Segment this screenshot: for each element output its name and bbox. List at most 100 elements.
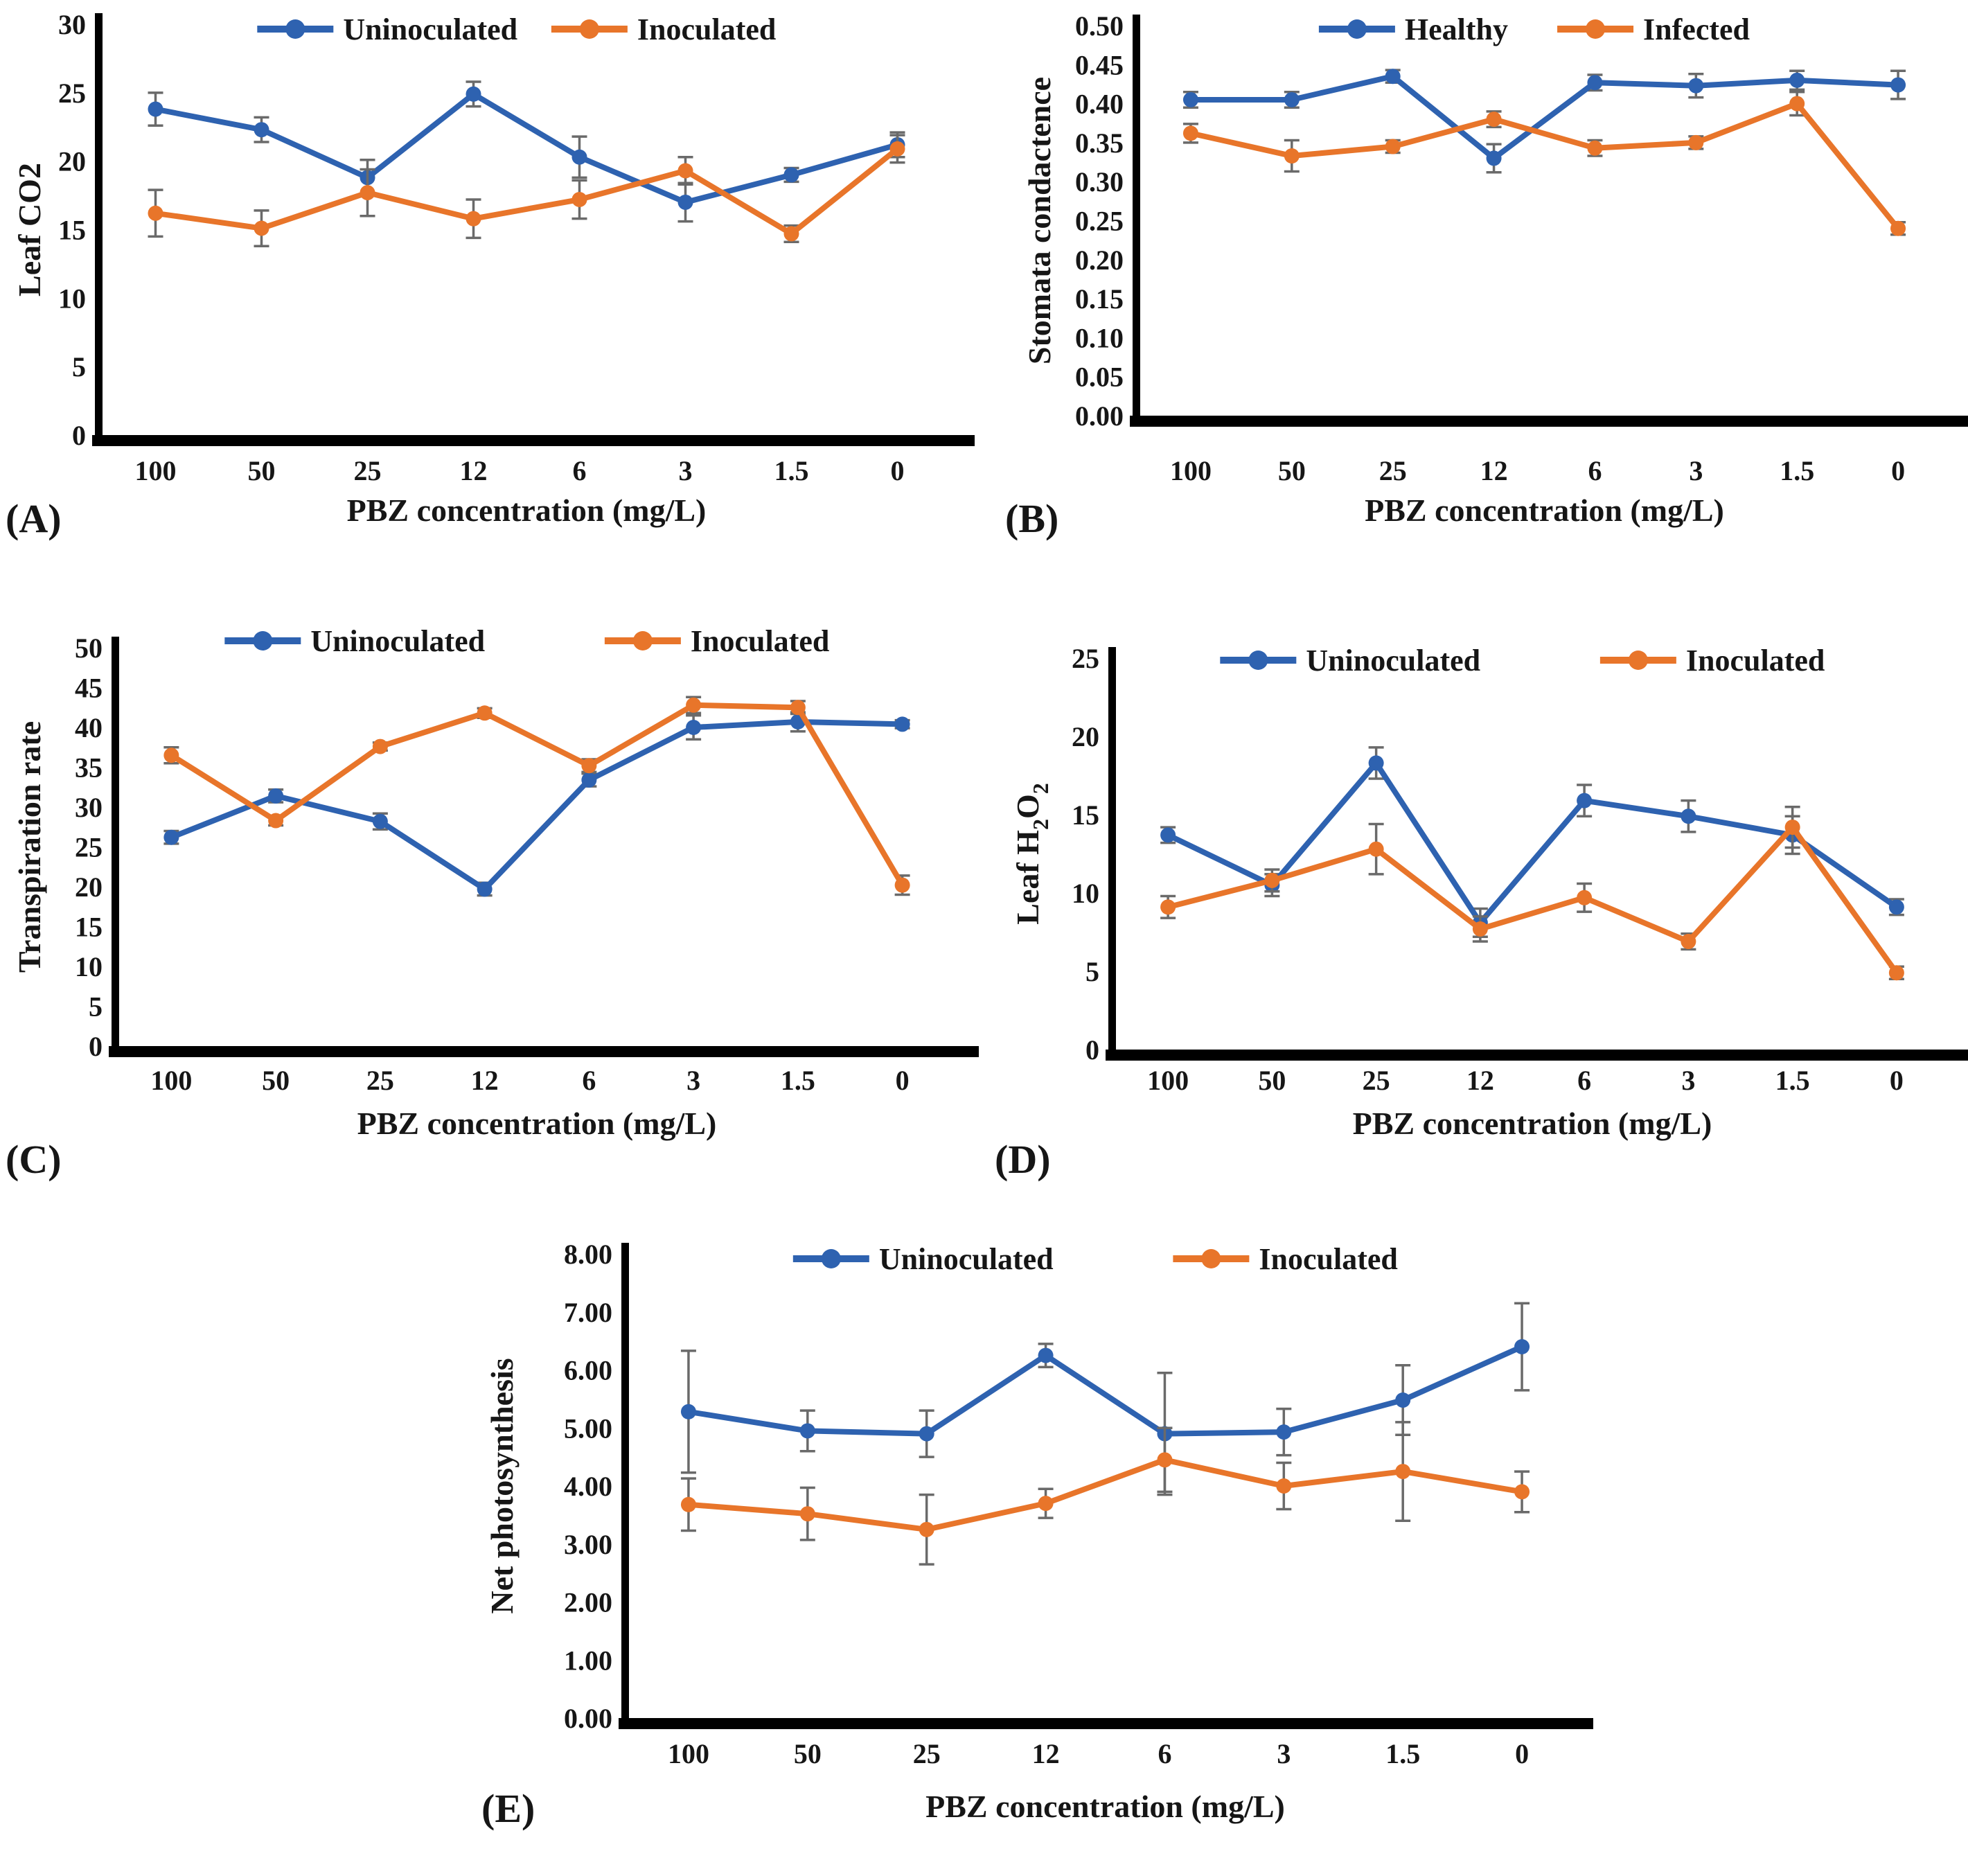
series-uninoculated-markers xyxy=(148,86,905,210)
legend-marker-icon xyxy=(632,631,653,651)
data-point-marker xyxy=(1890,77,1906,93)
x-axis-label: PBZ concentration (mg/L) xyxy=(1353,1106,1712,1141)
series-uninoculated-error-bars xyxy=(148,80,905,223)
chart-A-svg: 0 5 10 15 20 25 30 Leaf CO2 100 50 25 12 6 3 1.5 0 PBZ c… xyxy=(6,9,975,541)
data-point-marker xyxy=(148,205,163,221)
x-tick-label: 12 xyxy=(460,455,488,486)
x-tick-label: 1.5 xyxy=(1385,1738,1420,1769)
y-tick-label: 0.40 xyxy=(1075,89,1124,120)
legend-marker-icon xyxy=(1201,1249,1221,1268)
x-tick-label: 12 xyxy=(1032,1738,1060,1769)
x-tick-label: 6 xyxy=(1577,1065,1591,1096)
data-point-marker xyxy=(1368,841,1384,857)
series-inoculated-line xyxy=(685,1457,1525,1532)
series-uninoculated-line xyxy=(168,718,905,892)
legend-item-uninoculated: Uninoculated xyxy=(1220,644,1480,678)
legend-marker-icon xyxy=(285,19,305,39)
x-tick-label: 25 xyxy=(354,455,382,486)
x-tick-label: 25 xyxy=(366,1065,394,1096)
data-point-marker xyxy=(571,149,587,165)
data-point-marker xyxy=(268,813,284,829)
data-point-marker xyxy=(1182,91,1198,107)
chart-D-svg: 0 5 10 15 20 25 Leaf H2O2 100 50 25 12 6 3 1.5 0 PBZ co… xyxy=(995,643,1968,1182)
legend-item-inoculated: Inoculated xyxy=(1173,1242,1398,1276)
x-tick-label: 100 xyxy=(1147,1065,1189,1096)
x-tick-label: 6 xyxy=(573,455,587,486)
y-tick-label: 0.05 xyxy=(1075,362,1124,393)
data-point-marker xyxy=(1284,148,1300,164)
series-inoculated-line xyxy=(1165,824,1899,976)
x-tick-label: 0 xyxy=(891,455,905,486)
data-point-marker xyxy=(677,194,693,210)
data-point-marker xyxy=(783,226,799,242)
data-point-marker xyxy=(1587,75,1603,91)
x-tick-label: 25 xyxy=(1363,1065,1390,1096)
y-tick-label: 20 xyxy=(75,871,103,903)
y-tick-label: 4.00 xyxy=(564,1471,612,1502)
y-tick-label: 50 xyxy=(75,632,103,664)
x-axis xyxy=(1106,1050,1968,1061)
x-tick-label: 100 xyxy=(135,455,177,486)
x-tick-label: 25 xyxy=(913,1738,941,1769)
y-tick-label: 6.00 xyxy=(564,1355,612,1386)
legend-marker-icon xyxy=(821,1249,841,1268)
x-tick-label: 50 xyxy=(794,1738,822,1769)
series-uninoculated-line xyxy=(685,1344,1525,1437)
data-point-marker xyxy=(686,720,702,735)
data-point-marker xyxy=(677,163,693,179)
y-tick-label: 15 xyxy=(75,912,103,943)
data-point-marker xyxy=(799,1423,815,1439)
x-axis-label: PBZ concentration (mg/L) xyxy=(357,1106,717,1141)
data-point-marker xyxy=(163,747,179,763)
y-axis xyxy=(1133,15,1140,427)
data-point-marker xyxy=(1577,793,1593,808)
legend-marker-icon xyxy=(1586,19,1606,39)
y-tick-label: 7.00 xyxy=(564,1297,612,1328)
legend-item-uninoculated: Uninoculated xyxy=(224,624,485,658)
x-axis-label: PBZ concentration (mg/L) xyxy=(347,493,707,528)
data-point-marker xyxy=(1789,96,1805,112)
x-tick-label: 100 xyxy=(668,1738,709,1769)
data-point-marker xyxy=(1276,1478,1292,1494)
data-point-marker xyxy=(1160,899,1176,915)
chart-panel-d: 0 5 10 15 20 25 Leaf H2O2 100 50 25 12 6 3 1.5 0 PBZ co… xyxy=(984,592,1968,1202)
y-tick-label: 0.20 xyxy=(1075,245,1124,276)
series-uninoculated-line xyxy=(152,91,901,205)
y-tick-label: 0.35 xyxy=(1075,127,1124,159)
series-uninoculated-line xyxy=(1165,760,1899,926)
data-point-marker xyxy=(1681,808,1696,824)
legend-label: Infected xyxy=(1643,12,1750,46)
data-point-marker xyxy=(1038,1347,1054,1363)
x-tick-label: 0 xyxy=(896,1065,910,1096)
data-point-marker xyxy=(686,697,702,713)
x-tick-label: 12 xyxy=(1480,455,1508,486)
y-tick-label: 0.10 xyxy=(1075,322,1124,353)
legend-label: Inoculated xyxy=(637,12,776,46)
x-tick-label: 50 xyxy=(1258,1065,1286,1096)
legend-marker-icon xyxy=(1628,651,1648,670)
data-point-marker xyxy=(790,700,806,716)
data-point-marker xyxy=(1587,140,1603,156)
data-point-marker xyxy=(581,758,597,774)
legend-label: Inoculated xyxy=(691,624,829,658)
series-infected-line xyxy=(1187,100,1901,231)
legend-item-uninoculated: Uninoculated xyxy=(257,12,517,46)
y-tick-label: 25 xyxy=(58,78,86,109)
x-tick-label: 0 xyxy=(1515,1738,1529,1769)
legend-label: Uninoculated xyxy=(879,1242,1054,1276)
data-point-marker xyxy=(680,1404,696,1419)
y-tick-label: 0.00 xyxy=(564,1703,612,1734)
series-inoculated-line xyxy=(152,145,901,237)
x-tick-label: 50 xyxy=(262,1065,290,1096)
x-tick-label: 100 xyxy=(1170,455,1212,486)
x-tick-label: 1.5 xyxy=(774,455,809,486)
chart-panel-e: 0.00 1.00 2.00 3.00 4.00 5.00 6.00 7.00 8.00 Net … xyxy=(416,1209,1606,1873)
y-tick-label: 5 xyxy=(1085,956,1099,987)
series-inoculated-markers xyxy=(163,697,910,893)
series-inoculated-line xyxy=(168,702,905,888)
series-inoculated-markers xyxy=(680,1452,1530,1537)
series-uninoculated-markers xyxy=(163,714,910,897)
x-axis xyxy=(92,435,975,446)
x-tick-label: 50 xyxy=(1278,455,1306,486)
